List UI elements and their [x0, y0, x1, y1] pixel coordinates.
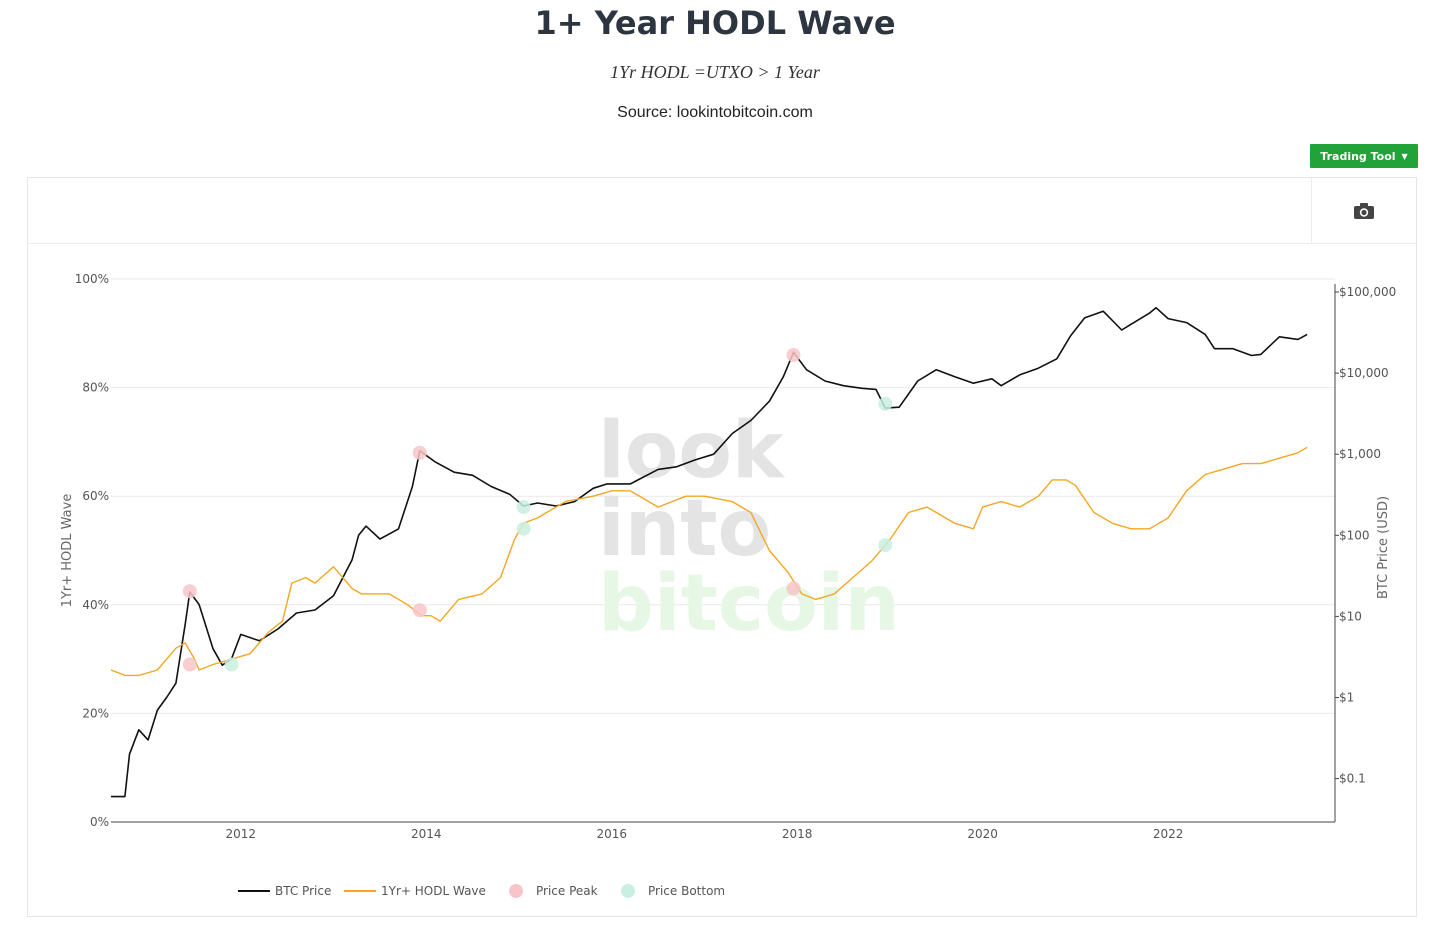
x-tick-label: 2018 [782, 827, 813, 841]
y-right-axis-title: BTC Price (USD) [1376, 496, 1391, 599]
legend-btc-price-text: BTC Price [275, 884, 331, 898]
grid-lines [111, 278, 1335, 714]
btc-price-line [111, 306, 1308, 798]
price-peak-marker [182, 584, 197, 599]
y-left-tick-label: 100% [75, 272, 109, 286]
y-right-tick-label: $1,000 [1339, 447, 1381, 461]
legend: BTC Price 1Yr+ HODL Wave Price Peak Price B… [238, 884, 725, 898]
price-peak-marker [786, 581, 801, 596]
watermark-look: look [598, 406, 786, 496]
caret-down-icon: ▼ [1401, 151, 1408, 161]
axes: 0% 20% 40% 60% 80% 100% $0.1 $1 $10 $100 $1,000 $10… [60, 272, 1396, 841]
legend-hodl-wave-text: 1Yr+ HODL Wave [381, 884, 486, 898]
price-peak-marker [412, 445, 427, 460]
camera-button[interactable] [1311, 178, 1416, 243]
x-tick-label: 2022 [1153, 827, 1184, 841]
price-peak-marker [786, 348, 801, 363]
chart-subtitle: 1Yr HODL =UTXO > 1 Year [610, 62, 820, 82]
watermark-into: into [598, 484, 771, 574]
price-peak-marker [412, 603, 427, 618]
x-tick-label: 2014 [411, 827, 442, 841]
source-text: Source: lookintobitcoin.com [617, 104, 813, 121]
watermark: look into bitcoin [598, 406, 900, 649]
price-bottom-marker [878, 538, 893, 553]
series-lines [110, 306, 1308, 798]
price-bottom-marker [516, 500, 531, 515]
y-left-axis-title: 1Yr+ HODL Wave [60, 494, 75, 608]
trading-tool-dropdown[interactable]: Trading Tool ▼ [1310, 144, 1418, 168]
legend-price-peak-swatch [509, 884, 523, 898]
price-peak-marker [182, 657, 197, 672]
legend-price-peak-text: Price Peak [536, 884, 598, 898]
chart-title: 1+ Year HODL Wave [534, 4, 896, 42]
price-bottom-marker [224, 657, 239, 672]
watermark-bitcoin: bitcoin [598, 559, 900, 649]
legend-price-bottom-swatch [621, 884, 635, 898]
y-right-tick-label: $100 [1339, 528, 1370, 542]
chart-toolbar [28, 178, 1416, 244]
y-right-tick-label: $100,000 [1339, 285, 1396, 299]
y-right-tick-label: $10 [1339, 609, 1362, 623]
x-tick-label: 2016 [596, 827, 627, 841]
y-right-tick-label: $0.1 [1339, 772, 1366, 786]
camera-icon [1354, 202, 1374, 219]
x-tick-label: 2012 [226, 827, 257, 841]
x-tick-label: 2020 [967, 827, 998, 841]
y-left-tick-label: 20% [82, 706, 109, 720]
y-right-tick-label: $10,000 [1339, 366, 1389, 380]
legend-price-bottom-text: Price Bottom [648, 884, 725, 898]
hodl-wave-line [110, 446, 1308, 677]
chart-panel [27, 177, 1417, 917]
price-bottom-marker [878, 396, 893, 411]
y-right-tick-label: $1 [1339, 690, 1354, 704]
markers [182, 348, 893, 672]
y-left-tick-label: 60% [82, 489, 109, 503]
trading-tool-label: Trading Tool [1320, 149, 1396, 163]
price-bottom-marker [516, 521, 531, 536]
y-left-tick-label: 0% [90, 815, 109, 829]
y-left-tick-label: 40% [82, 598, 109, 612]
y-left-tick-label: 80% [82, 381, 109, 395]
